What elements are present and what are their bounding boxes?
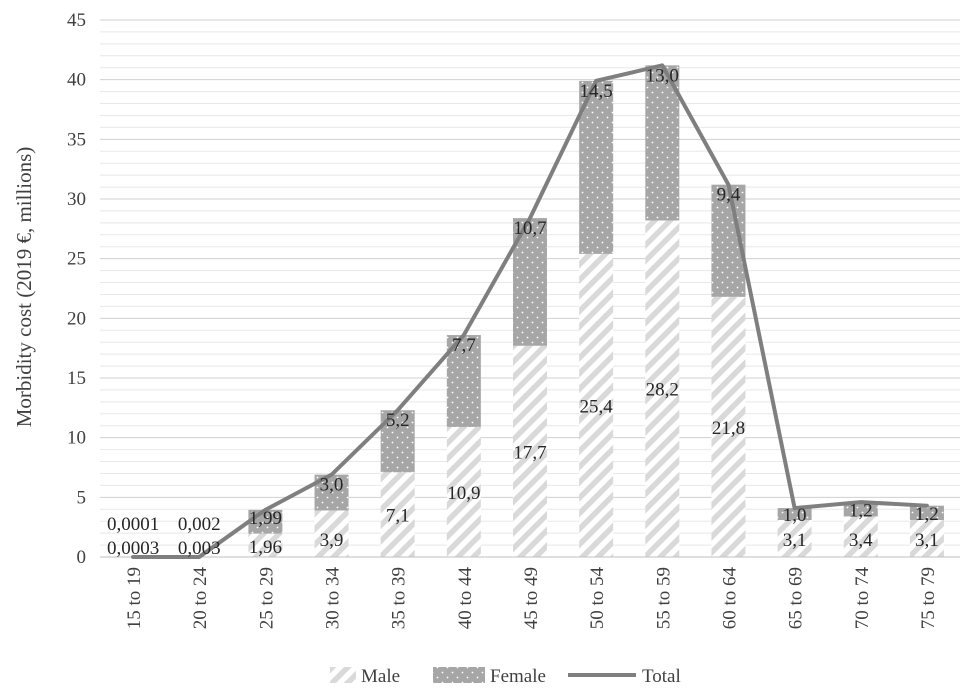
x-axis-ticks: 15 to 19 20 to 24 25 to 29 30 to 34 35 to 39… [124, 567, 939, 630]
y-tick-label: 5 [77, 487, 87, 508]
data-label-female: 3,0 [320, 475, 344, 496]
data-label-male: 0,003 [178, 538, 221, 559]
legend-female-swatch [433, 667, 485, 683]
bar-male [380, 472, 415, 557]
x-tick-label: 25 to 29 [256, 567, 277, 629]
bar-male [446, 426, 481, 557]
bar-male [843, 516, 878, 557]
bar-female [843, 502, 878, 517]
data-label-female: 1,2 [849, 500, 873, 521]
legend-male-label: Male [361, 666, 400, 687]
data-label-male: 10,9 [447, 483, 480, 504]
legend-male-swatch [330, 667, 356, 683]
data-label-female: 1,2 [915, 504, 939, 525]
bar-male [909, 520, 944, 557]
data-label-male: 1,96 [249, 537, 282, 558]
data-label-male: 17,7 [513, 442, 546, 463]
y-axis-ticks: 0 5 10 15 20 25 30 35 40 45 [67, 10, 86, 568]
y-tick-label: 45 [67, 10, 86, 31]
x-tick-label: 40 to 44 [455, 567, 476, 630]
data-label-female: 7,7 [452, 335, 476, 356]
bar-female [645, 65, 680, 221]
data-label-male: 3,4 [849, 530, 873, 551]
x-tick-label: 75 to 79 [918, 567, 939, 629]
y-tick-label: 10 [67, 428, 86, 449]
bars [116, 65, 944, 558]
y-tick-label: 25 [67, 249, 86, 270]
data-label-female: 0,0001 [107, 514, 159, 535]
data-label-male: 3,9 [320, 530, 344, 551]
y-tick-label: 15 [67, 368, 86, 389]
data-labels: 0,0003 0,0001 0,003 0,002 1,96 1,99 3,9 3,0 7,1 5… [107, 65, 939, 559]
legend-female-label: Female [490, 666, 546, 687]
bar-female [909, 505, 944, 521]
data-label-male: 25,4 [580, 396, 614, 417]
x-tick-label: 30 to 34 [323, 567, 344, 630]
y-tick-label: 30 [67, 189, 86, 210]
bar-male [711, 296, 746, 557]
data-label-male: 28,2 [646, 380, 679, 401]
bar-male [513, 345, 547, 557]
bar-male [579, 253, 614, 558]
bar-male [645, 220, 680, 558]
data-label-male: 3,1 [783, 530, 807, 551]
legend-total-label: Total [642, 666, 681, 687]
x-tick-label: 55 to 59 [653, 567, 674, 629]
bar-male [314, 510, 349, 557]
x-tick-label: 35 to 39 [389, 567, 410, 629]
y-tick-label: 0 [77, 547, 87, 568]
bar-female [777, 508, 812, 521]
data-label-female: 10,7 [513, 218, 546, 239]
x-tick-label: 65 to 69 [786, 567, 807, 629]
data-label-male: 7,1 [386, 506, 410, 527]
data-label-male: 3,1 [915, 530, 939, 551]
bar-male [248, 533, 283, 557]
data-label-female: 0,002 [178, 514, 221, 535]
x-tick-label: 70 to 74 [852, 567, 873, 630]
y-axis-title: Morbidity cost (2019 €, millions) [12, 147, 36, 428]
data-label-male: 21,8 [712, 418, 745, 439]
data-label-male: 0,0003 [107, 538, 159, 559]
y-tick-label: 35 [67, 129, 86, 150]
x-tick-label: 60 to 64 [719, 567, 740, 630]
total-line [131, 63, 929, 559]
data-label-female: 5,2 [386, 410, 410, 431]
y-tick-label: 40 [67, 70, 86, 91]
x-tick-label: 45 to 49 [521, 567, 542, 629]
data-label-female: 1,0 [783, 505, 807, 526]
x-tick-label: 15 to 19 [124, 567, 145, 629]
x-tick-label: 50 to 54 [587, 567, 608, 630]
x-tick-label: 20 to 24 [190, 567, 211, 630]
data-label-female: 14,5 [580, 81, 613, 102]
y-tick-label: 20 [67, 308, 86, 329]
data-label-female: 9,4 [717, 185, 741, 206]
data-label-female: 1,99 [249, 508, 282, 529]
bar-female [579, 80, 614, 254]
data-label-female: 13,0 [646, 65, 679, 86]
bar-male [777, 520, 812, 557]
legend: Male Female Total [330, 666, 681, 687]
